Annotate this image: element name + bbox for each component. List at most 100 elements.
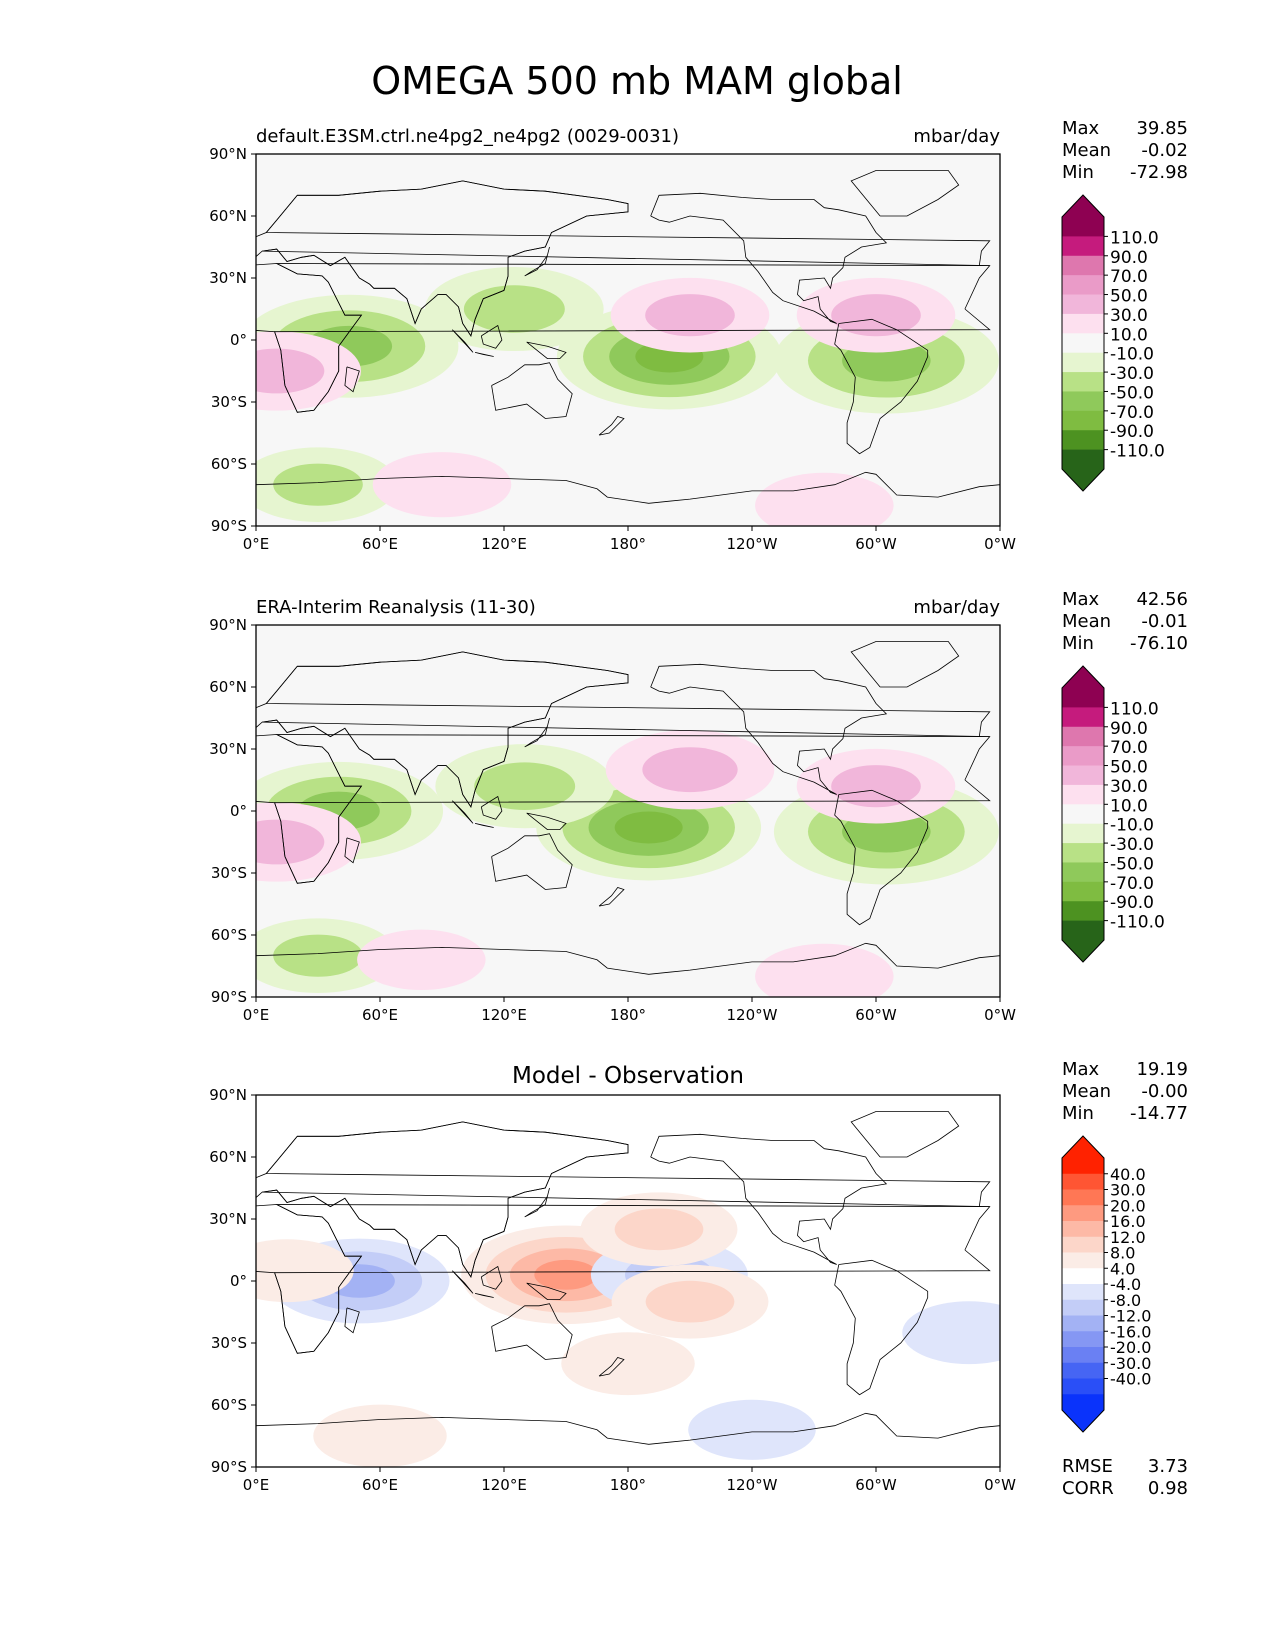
coastline-7 (526, 341, 567, 359)
colorbar-segment (1062, 881, 1104, 902)
contour-feature-9 (357, 929, 486, 991)
contour-feature-6 (256, 1239, 354, 1303)
stat-label-min: Min (1062, 1103, 1094, 1124)
colorbar-label: -90.0 (1110, 893, 1154, 913)
colorbar-extend-min (1062, 469, 1104, 491)
lat-tick-label: 60°N (209, 1148, 247, 1166)
stat-value-min: -76.10 (1130, 633, 1188, 654)
coastline-11 (650, 663, 888, 795)
panel-1: 90°N 60°N 30°N 0° 30°S 60°S 90°S0°E 60°E 120°E 18… (209, 118, 1188, 553)
coastline-wrap-1 (256, 734, 363, 884)
colorbar-segment (1062, 823, 1104, 844)
contour-feature-8 (273, 463, 363, 506)
stat-label-mean: Mean (1062, 1081, 1111, 1102)
stat-label-min: Min (1062, 633, 1094, 654)
colorbar-segment (1062, 726, 1104, 747)
lon-tick-label: 120°W (727, 1476, 778, 1494)
coastline-wrap-1 (256, 263, 363, 413)
lat-tick-label: 60°S (211, 1396, 247, 1414)
colorbar-label: -50.0 (1110, 383, 1154, 403)
coastline-10 (598, 887, 625, 907)
lon-tick-label: 60°W (855, 1476, 897, 1494)
colorbar: 110.090.070.050.030.010.0-10.0-30.0-50.0… (1061, 194, 1165, 492)
coastline-7 (526, 1282, 567, 1300)
coastline-14 (256, 471, 1000, 526)
colorbar-segment (1062, 1378, 1104, 1395)
coastline-14 (256, 1412, 1000, 1467)
colorbar-label: -70.0 (1110, 874, 1154, 894)
colorbar-label: -16.0 (1110, 1322, 1151, 1341)
lat-tick-label: 60°N (209, 207, 247, 225)
lon-tick-label: 0°E (243, 1006, 270, 1024)
colorbar-segment (1062, 333, 1104, 354)
colorbar-label: -4.0 (1110, 1275, 1141, 1294)
colorbar: 110.090.070.050.030.010.0-10.0-30.0-50.0… (1061, 665, 1165, 963)
colorbar-segment (1062, 352, 1104, 373)
coastline-6 (480, 795, 503, 820)
colorbar-segment (1062, 410, 1104, 431)
colorbar-label: -20.0 (1110, 1338, 1151, 1357)
panel-units: mbar/day (913, 126, 1000, 147)
colorbar-outline (1061, 665, 1105, 963)
lat-tick-label: 30°N (209, 1210, 247, 1228)
lon-tick-label: 0°W (984, 1476, 1016, 1494)
stat-value-mean: -0.00 (1141, 1081, 1188, 1102)
contour-feature-7 (831, 765, 921, 808)
lat-tick-label: 30°S (211, 1334, 247, 1352)
lat-tick-label: 0° (230, 331, 247, 349)
colorbar-segment (1062, 1347, 1104, 1364)
coastline-5 (475, 352, 494, 357)
coastline-4 (452, 1270, 474, 1294)
colorbar-label: -40.0 (1110, 1370, 1151, 1389)
colorbar-label: -110.0 (1110, 442, 1165, 462)
stat-label-max: Max (1062, 589, 1100, 610)
colorbar-label: -30.0 (1110, 364, 1154, 384)
lat-tick-label: 90°N (209, 145, 247, 163)
lat-tick-label: 0° (230, 802, 247, 820)
lat-tick-label: 90°N (209, 1086, 247, 1104)
coastline-11 (650, 192, 888, 324)
contour-fields (256, 1192, 1000, 1467)
colorbar-extend-max (1062, 666, 1104, 688)
lat-tick-label: 30°S (211, 864, 247, 882)
colorbar-outline (1061, 194, 1105, 492)
contour-feature-7 (561, 1332, 695, 1396)
contour-feature-2 (534, 1259, 598, 1290)
colorbar-segment (1062, 1284, 1104, 1301)
contour-feature-5 (614, 1208, 704, 1251)
lat-tick-label: 0° (230, 1272, 247, 1290)
coastlines (256, 641, 1000, 997)
lat-tick-label: 60°S (211, 455, 247, 473)
lon-tick-label: 180° (610, 535, 646, 553)
colorbar-segment (1062, 1394, 1104, 1411)
coastline-8 (524, 1187, 550, 1218)
coastline-6 (480, 1265, 503, 1290)
contour-feature-2 (614, 811, 683, 844)
lon-tick-label: 60°W (855, 1006, 897, 1024)
contour-feature-10 (755, 472, 894, 526)
colorbar-segment (1062, 1362, 1104, 1379)
colorbar-label: -30.0 (1110, 1354, 1151, 1373)
colorbar-segment (1062, 862, 1104, 883)
colorbar-segment (1062, 1315, 1104, 1332)
coastline-4 (452, 800, 474, 824)
lon-tick-label: 60°E (362, 1006, 398, 1024)
colorbar-label: -10.0 (1110, 816, 1154, 836)
colorbar-extend-min (1062, 1410, 1104, 1432)
coastline-12 (834, 318, 929, 455)
contour-feature-4 (474, 762, 576, 810)
colorbar-segment (1062, 804, 1104, 825)
stat-value-min: -14.77 (1130, 1103, 1188, 1124)
colorbar-label: -110.0 (1110, 913, 1165, 933)
coastline-9 (344, 1307, 360, 1334)
colorbar-extend-max (1062, 1136, 1104, 1158)
contour-fields (256, 266, 999, 526)
contour-feature-4 (645, 1280, 735, 1323)
coastline-4 (452, 329, 474, 353)
coastline-wrap-1 (256, 1204, 363, 1354)
coastlines (256, 170, 1000, 526)
contour-feature-8 (273, 934, 363, 977)
lon-tick-label: 0°E (243, 1476, 270, 1494)
colorbar-label: 110.0 (1110, 228, 1159, 248)
